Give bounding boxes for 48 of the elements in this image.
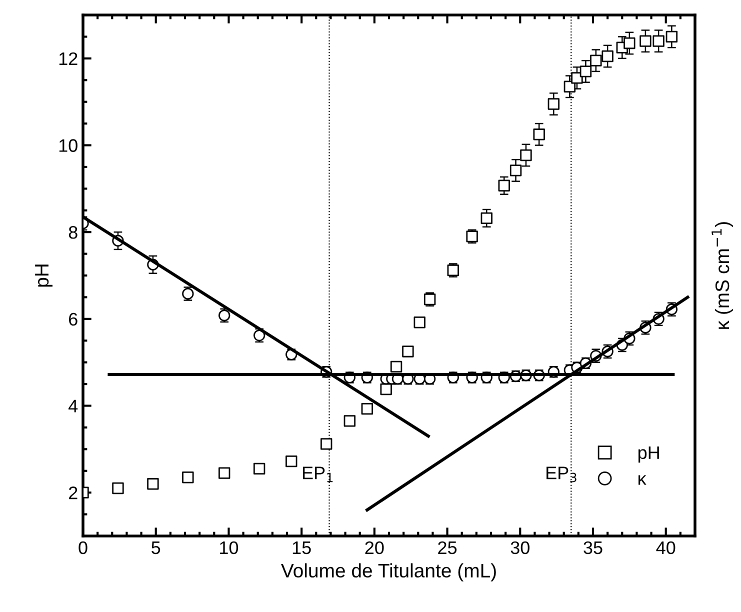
point (112, 482, 124, 494)
point (571, 72, 583, 84)
y-tick-label: 6 (69, 312, 78, 326)
point (253, 462, 266, 475)
point (390, 360, 402, 373)
x-tick-label: 10 (220, 541, 238, 554)
y-tick-label: 4 (68, 400, 78, 412)
legend-label: κ (638, 475, 646, 485)
annotation: EP$_{3}$ (546, 466, 576, 482)
x-tick-label: 25 (438, 541, 457, 554)
x-tick-label: 5 (152, 542, 160, 554)
point (624, 37, 636, 50)
y-tick-label: 10 (59, 139, 78, 152)
point (498, 180, 510, 192)
point (344, 415, 356, 427)
y-tick-label: 2 (69, 486, 78, 500)
point (533, 128, 545, 140)
point (147, 478, 159, 490)
point (320, 438, 332, 450)
point (602, 50, 614, 62)
point (666, 30, 678, 43)
point (361, 402, 373, 415)
x-tick-label: 0 (78, 541, 88, 554)
x-tick-label: 35 (584, 541, 602, 554)
x-axis-title: Volume de Titulante (mL) (281, 563, 496, 582)
x-tick-label: 40 (656, 541, 676, 554)
x-tick-label: 15 (292, 542, 311, 554)
point (402, 346, 414, 358)
point (548, 98, 560, 110)
point (640, 35, 652, 47)
x-tick-label: 30 (510, 541, 530, 554)
point (480, 212, 492, 224)
annotation: EP$_{1}$ (302, 466, 333, 482)
y-axis-title: pH (35, 264, 52, 287)
point (286, 455, 298, 468)
point (414, 316, 426, 328)
x-tick-label: 20 (365, 541, 384, 554)
point (510, 164, 522, 176)
y-tick-label: 12 (59, 52, 78, 65)
point (580, 66, 592, 78)
point (218, 467, 230, 479)
point (520, 149, 532, 162)
point (590, 54, 602, 66)
y-tick-label: 8 (68, 226, 78, 239)
legend-label: pH (638, 446, 659, 463)
y2-axis-title: κ (mS cm$^{−1}$) (712, 222, 734, 329)
point (182, 472, 194, 484)
point (652, 35, 664, 47)
